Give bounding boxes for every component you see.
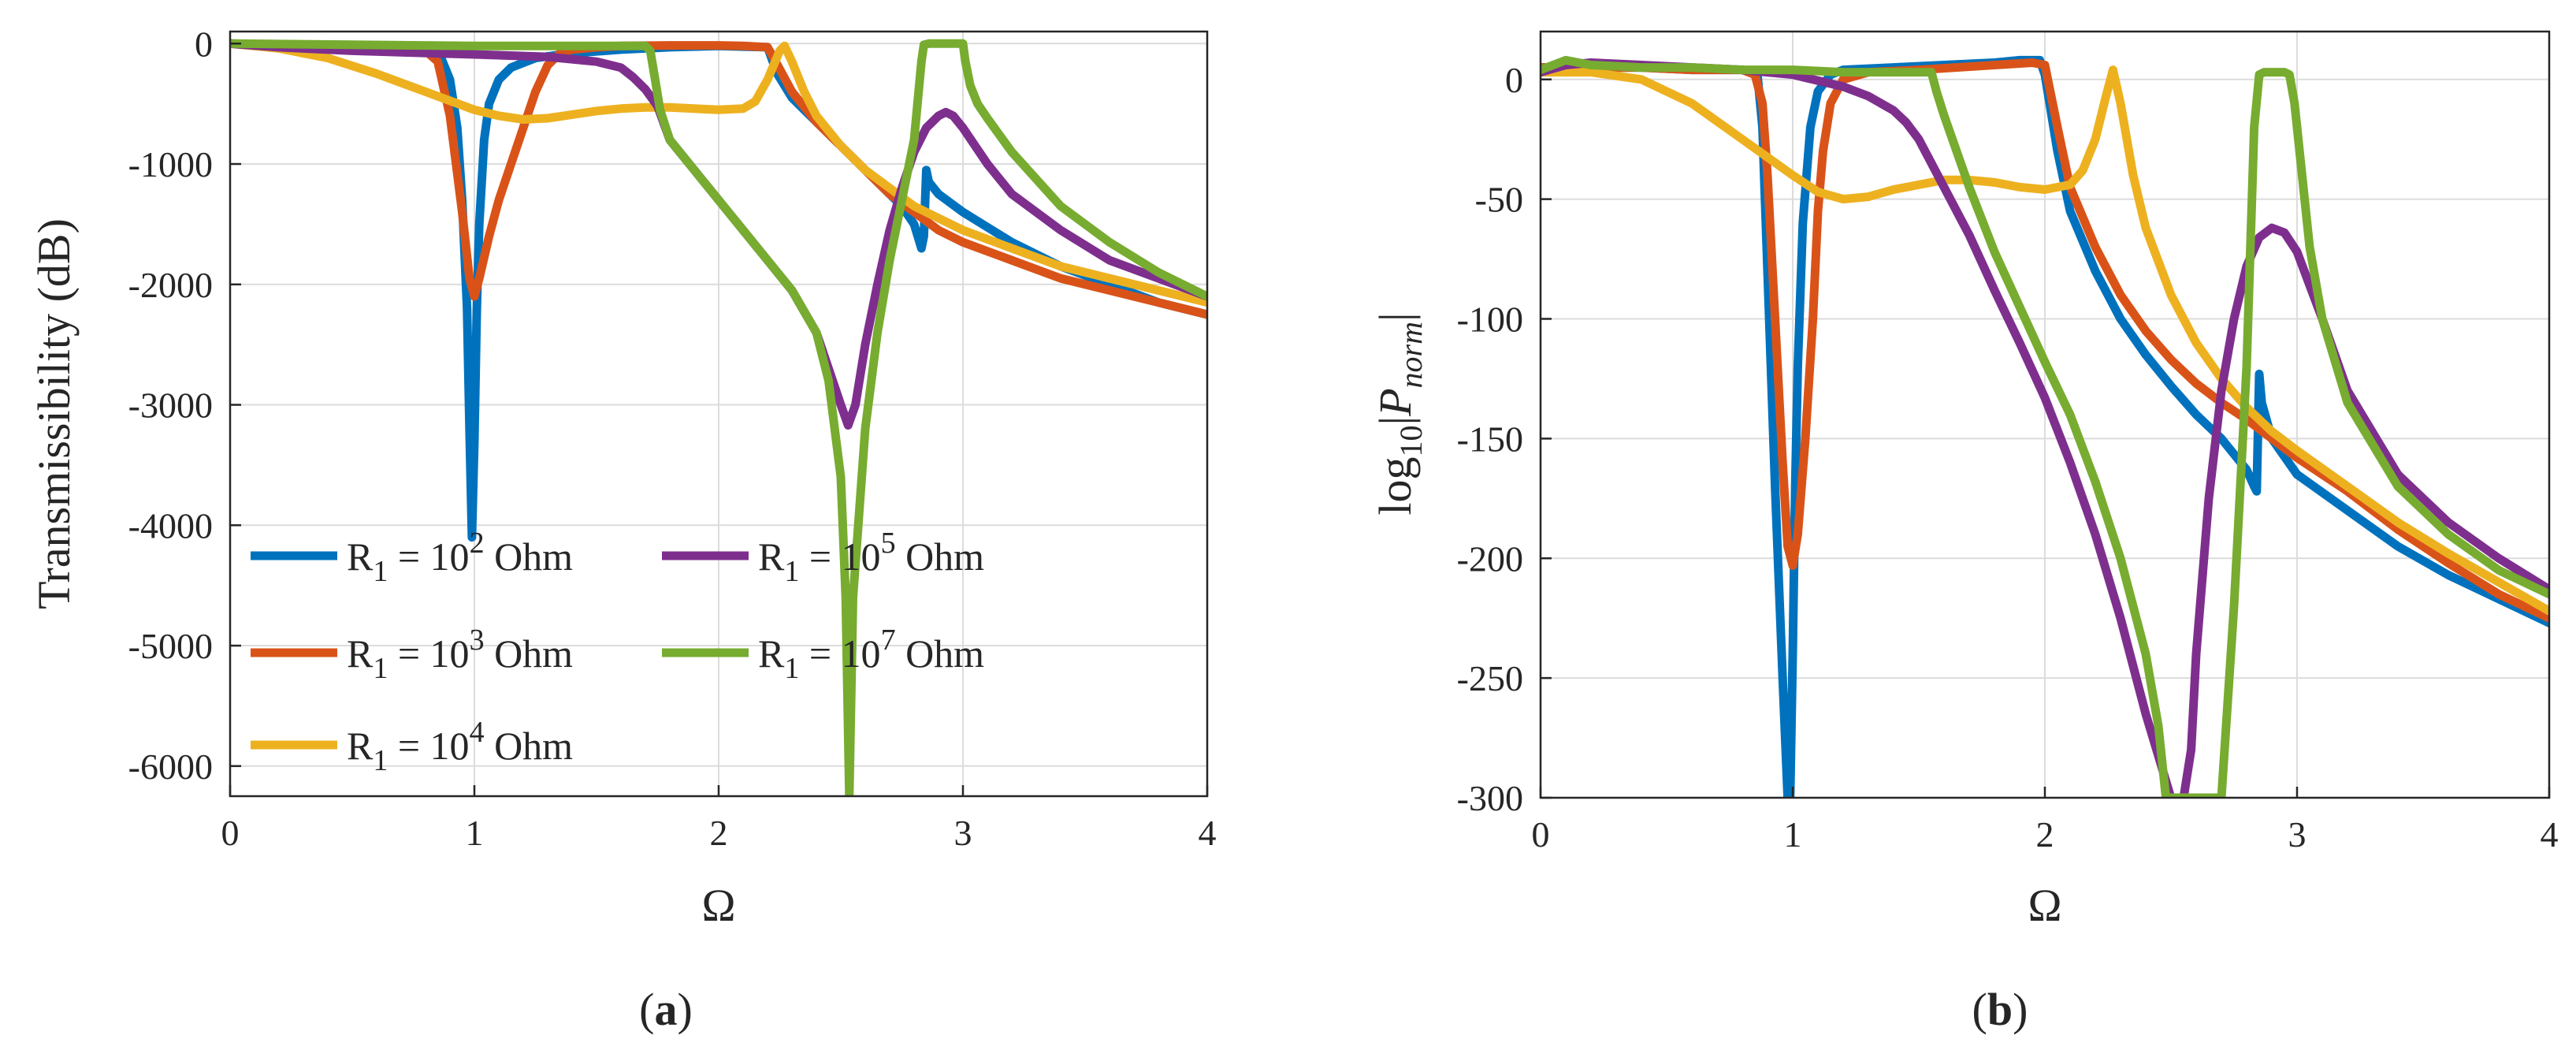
- panel-b-tick-labels: 0 1 2 3 4 0 -50 -100 -150 -200 -250 -300: [1457, 60, 2559, 855]
- legend-label: R1 = 105 Ohm: [758, 527, 984, 588]
- panel-a-tick-labels: 0 1 2 3 4 0 -1000 -2000 -3000 -4000 -5000 -6000: [128, 24, 1217, 853]
- panel-a-series-line-4: [230, 39, 1207, 430]
- panel-b-y-tick-label: -200: [1457, 538, 1523, 579]
- panel-a-y-tick-label: 0: [195, 24, 213, 64]
- panel-b-y-tick-label: -250: [1457, 658, 1523, 698]
- panel-a-panel-letter: a: [655, 984, 678, 1035]
- panel-a-x-tick-label: 1: [466, 813, 484, 853]
- panel-b-x-tick-label: 4: [2541, 814, 2559, 855]
- legend-entry-1: R1 = 102 Ohm: [251, 527, 573, 588]
- legend-entry-2: R1 = 103 Ohm: [251, 624, 573, 685]
- panel-b-y-label-log-base: 10: [1393, 426, 1429, 457]
- panel-b-y-tick-label: -50: [1475, 180, 1523, 220]
- panel-a-series-line-3: [230, 39, 1207, 307]
- panel-a-legend: R1 = 102 Ohm R1 = 103 Ohm R1 = 104 Ohm R1 =…: [251, 527, 984, 777]
- panel-b-y-tick-label: 0: [1505, 60, 1523, 100]
- legend-label: R1 = 102 Ohm: [347, 527, 573, 588]
- legend-label: R1 = 103 Ohm: [347, 624, 573, 685]
- legend-label: R1 = 107 Ohm: [758, 624, 984, 685]
- panel-b-y-label-var: P: [1370, 388, 1421, 416]
- panel-a-chart: 0 1 2 3 4 0 -1000 -2000 -3000 -4000 -5000 -6000 Ω T…: [28, 24, 1217, 1035]
- panel-a-x-tick-label: 0: [221, 813, 240, 853]
- panel-b-x-tick-label: 3: [2288, 814, 2307, 855]
- panel-b-panel-letter: b: [1987, 984, 2013, 1035]
- panel-a-panel-label: (a): [639, 984, 693, 1035]
- legend-entry-5: R1 = 107 Ohm: [662, 624, 984, 685]
- legend-label: R1 = 104 Ohm: [347, 716, 573, 777]
- panel-b-series-line-3: [1541, 65, 2549, 616]
- legend-entry-3: R1 = 104 Ohm: [251, 716, 573, 777]
- panel-a-x-tick-label: 3: [954, 813, 972, 853]
- panel-b-y-label-log: log: [1370, 457, 1421, 516]
- panel-b-x-tick-label: 1: [1784, 814, 1802, 855]
- panel-b-chart: 0 1 2 3 4 0 -50 -100 -150 -200 -250 -300 Ω log10|Pn…: [1370, 30, 2559, 1035]
- panel-a-y-tick-label: -1000: [128, 144, 213, 184]
- panel-a-y-axis-label: Transmissibility (dB): [28, 218, 80, 609]
- panel-a-x-tick-label: 4: [1199, 813, 1217, 853]
- panel-b-y-tick-label: -150: [1457, 419, 1523, 459]
- panel-b-series-line-5: [1541, 55, 2549, 798]
- panel-a-x-axis-label: Ω: [701, 880, 735, 931]
- panel-a-y-tick-label: -3000: [128, 385, 213, 426]
- panel-a-y-tick-label: -4000: [128, 505, 213, 545]
- panel-b-x-tick-label: 0: [1532, 814, 1550, 855]
- panel-b-y-axis-label: log10|Pnorm|: [1370, 312, 1429, 515]
- panel-b-series-lines: [1541, 55, 2549, 798]
- panel-a-y-tick-label: -5000: [128, 626, 213, 666]
- panel-b-panel-label: (b): [1972, 984, 2028, 1035]
- legend-entry-4: R1 = 105 Ohm: [662, 527, 984, 588]
- panel-a-x-tick-label: 2: [710, 813, 728, 853]
- panel-b-y-tick-label: -300: [1457, 778, 1523, 818]
- panel-a-y-tick-label: -2000: [128, 265, 213, 305]
- panel-a-series-lines: [230, 39, 1207, 796]
- panel-a-series-line-5: [230, 39, 1207, 796]
- panel-b-series-line-4: [1541, 58, 2549, 798]
- panel-a-y-tick-label: -6000: [128, 747, 213, 787]
- panel-b-y-label-var-sub: norm: [1393, 322, 1429, 388]
- panel-b-y-tick-label: -100: [1457, 300, 1523, 340]
- panel-b-x-tick-label: 2: [2036, 814, 2054, 855]
- panel-b-x-axis-label: Ω: [2028, 880, 2061, 931]
